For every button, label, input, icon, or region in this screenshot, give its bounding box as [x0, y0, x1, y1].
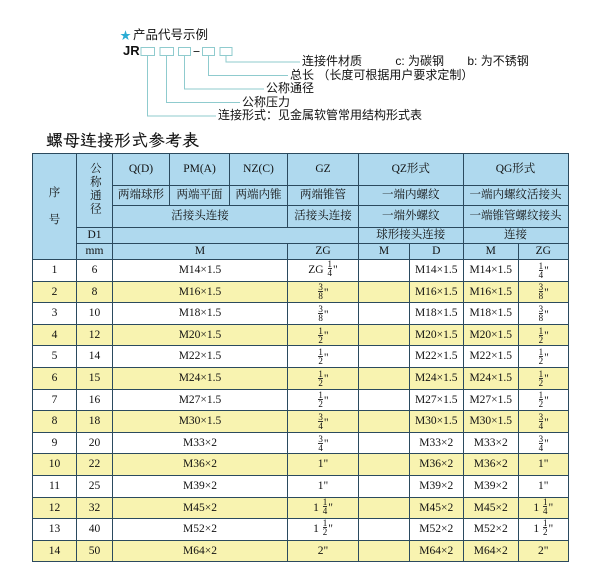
svg-text:JR: JR	[123, 43, 140, 58]
